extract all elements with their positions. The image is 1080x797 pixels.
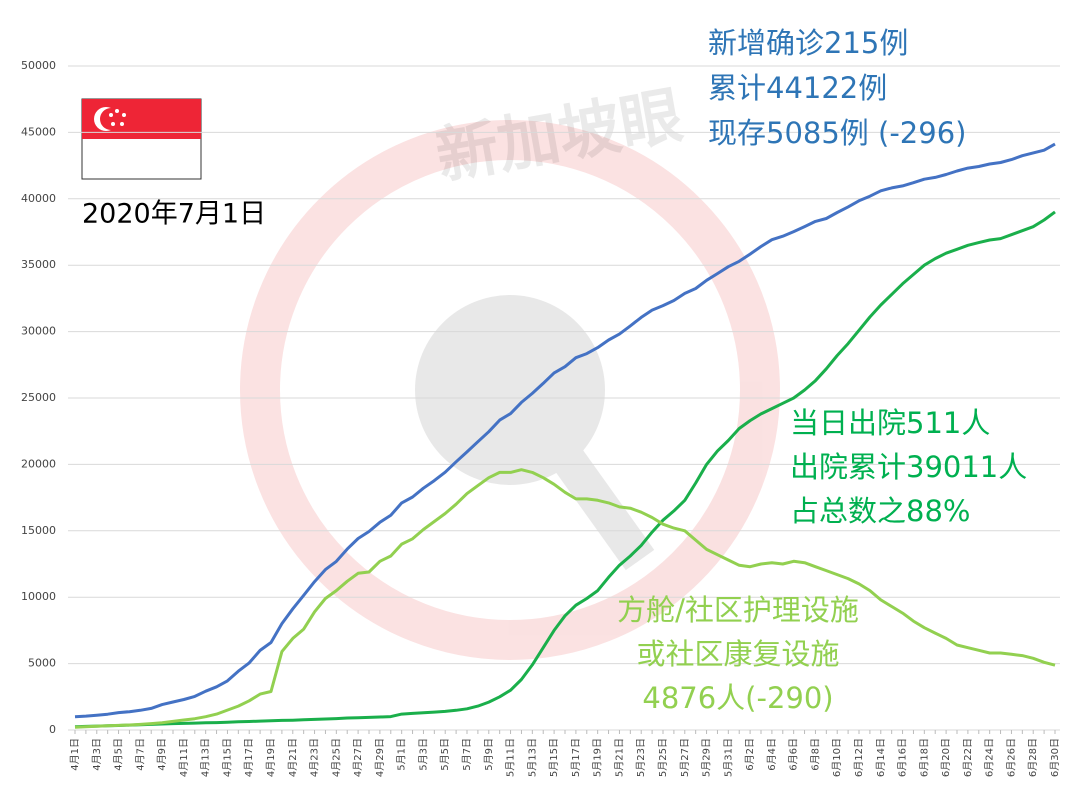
x-tick-label: 6月8日 — [809, 738, 821, 771]
x-tick-label: 4月1日 — [69, 738, 81, 771]
x-tick-label: 4月25日 — [330, 738, 342, 777]
series-line — [74, 142, 1056, 719]
x-tick-label: 6月2日 — [744, 738, 756, 771]
y-tick-label: 10000 — [21, 590, 56, 603]
x-tick-label: 6月20日 — [940, 738, 952, 777]
x-tick-label: 4月9日 — [156, 738, 168, 771]
x-tick-label: 5月23日 — [635, 738, 647, 777]
x-tick-label: 4月7日 — [134, 738, 146, 771]
x-tick-label: 4月21日 — [287, 738, 299, 777]
watermark-logo — [240, 120, 780, 660]
x-tick-label: 5月29日 — [701, 738, 713, 777]
x-tick-label: 5月5日 — [439, 738, 451, 771]
y-tick-label: 15000 — [21, 524, 56, 537]
annotation: 4876人(-290) — [642, 681, 833, 715]
x-tick-label: 6月12日 — [853, 738, 865, 777]
annotation: 出院累计39011人 — [790, 450, 1027, 484]
x-tick-label: 6月22日 — [962, 738, 974, 777]
x-tick-label: 5月21日 — [613, 738, 625, 777]
x-tick-label: 4月29日 — [374, 738, 386, 777]
x-tick-label: 4月11日 — [178, 738, 190, 777]
x-tick-label: 5月15日 — [548, 738, 560, 777]
x-tick-label: 5月27日 — [679, 738, 691, 777]
annotation: 当日出院511人 — [790, 406, 990, 440]
x-tick-label: 6月4日 — [766, 738, 778, 771]
series-line — [74, 468, 1056, 729]
date: 2020年7月1日 — [82, 199, 266, 230]
x-tick-label: 4月15日 — [221, 738, 233, 777]
x-tick-label: 5月19日 — [592, 738, 604, 777]
y-tick-label: 25000 — [21, 391, 56, 404]
x-tick-label: 5月25日 — [657, 738, 669, 777]
x-tick-label: 6月24日 — [984, 738, 996, 777]
annotation: 累计44122例 — [708, 71, 887, 105]
annotation: 现存5085例 (-296) — [708, 116, 966, 150]
y-tick-label: 0 — [49, 723, 56, 736]
x-tick-label: 6月16日 — [897, 738, 909, 777]
x-tick-label: 5月3日 — [417, 738, 429, 771]
x-tick-label: 5月1日 — [396, 738, 408, 771]
series-line — [74, 210, 1056, 729]
x-tick-label: 5月11日 — [505, 738, 517, 777]
annotation: 方舱/社区护理设施 — [617, 593, 859, 627]
y-tick-label: 30000 — [21, 325, 56, 338]
x-tick-label: 4月19日 — [265, 738, 277, 777]
x-tick-label: 4月27日 — [352, 738, 364, 777]
y-tick-label: 20000 — [21, 457, 56, 470]
x-tick-label: 6月28日 — [1027, 738, 1039, 777]
x-tick-label: 6月30日 — [1049, 738, 1061, 777]
x-tick-label: 4月3日 — [91, 738, 103, 771]
x-tick-label: 5月31日 — [722, 738, 734, 777]
y-tick-label: 5000 — [28, 657, 56, 670]
y-tick-label: 40000 — [21, 192, 56, 205]
x-tick-label: 5月13日 — [526, 738, 538, 777]
x-tick-label: 5月7日 — [461, 738, 473, 771]
x-tick-label: 6月10日 — [831, 738, 843, 777]
x-tick-label: 6月26日 — [1005, 738, 1017, 777]
x-tick-label: 4月5日 — [113, 738, 125, 771]
x-tick-label: 5月17日 — [570, 738, 582, 777]
x-tick-label: 4月17日 — [243, 738, 255, 777]
annotation: 占总数之88% — [790, 494, 970, 528]
x-tick-label: 5月9日 — [483, 738, 495, 771]
x-tick-label: 6月6日 — [788, 738, 800, 771]
annotation: 或社区康复设施 — [636, 637, 839, 671]
y-tick-label: 50000 — [21, 59, 56, 72]
x-tick-label: 6月18日 — [918, 738, 930, 777]
x-tick-label: 4月13日 — [200, 738, 212, 777]
x-tick-label: 4月23日 — [309, 738, 321, 777]
x-tick-label: 6月14日 — [875, 738, 887, 777]
annotation: 新增确诊215例 — [708, 26, 908, 60]
y-tick-label: 45000 — [21, 125, 56, 138]
flag — [81, 98, 202, 180]
y-tick-label: 35000 — [21, 258, 56, 271]
